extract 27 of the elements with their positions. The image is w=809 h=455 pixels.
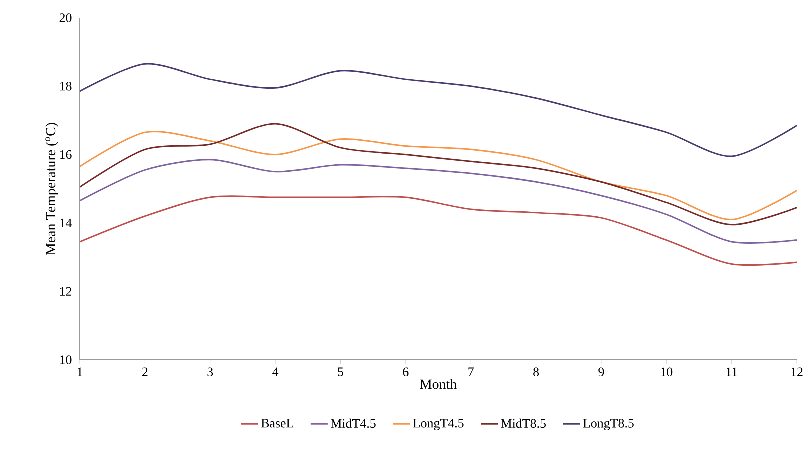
x-tick-label: 10 <box>661 368 673 377</box>
legend-label: MidT8.5 <box>501 418 546 428</box>
legend-label: MidT4.5 <box>331 418 376 428</box>
y-tick-label: 20 <box>60 14 72 22</box>
x-tick-label: 8 <box>534 368 540 377</box>
y-tick-label: 18 <box>60 82 72 91</box>
y-tick-label: 14 <box>60 218 72 228</box>
x-tick-label: 4 <box>272 368 279 376</box>
x-tick-label: 1 <box>78 368 82 376</box>
x-axis-title: Month <box>420 379 457 390</box>
line-series <box>80 159 798 244</box>
legend-label: LongT4.5 <box>413 419 464 430</box>
legend-label: LongT8.5 <box>583 419 634 431</box>
x-tick-label: 2 <box>142 368 148 376</box>
x-tick-label: 3 <box>208 368 214 376</box>
y-tick-label: 10 <box>60 356 72 364</box>
y-axis-title: Mean Temperature ($^{o}$C) <box>46 123 58 256</box>
line-series <box>80 63 798 158</box>
x-tick-label: 12 <box>792 368 803 376</box>
x-tick-label: 6 <box>403 368 409 376</box>
y-tick-label: 12 <box>60 287 72 296</box>
x-tick-label: 11 <box>726 368 738 376</box>
x-tick-label: 7 <box>468 368 474 376</box>
y-tick-label: 16 <box>60 150 72 160</box>
legend-label: BaseL <box>261 419 294 428</box>
x-tick-label: 5 <box>338 368 344 376</box>
x-tick-label: 9 <box>598 368 604 376</box>
